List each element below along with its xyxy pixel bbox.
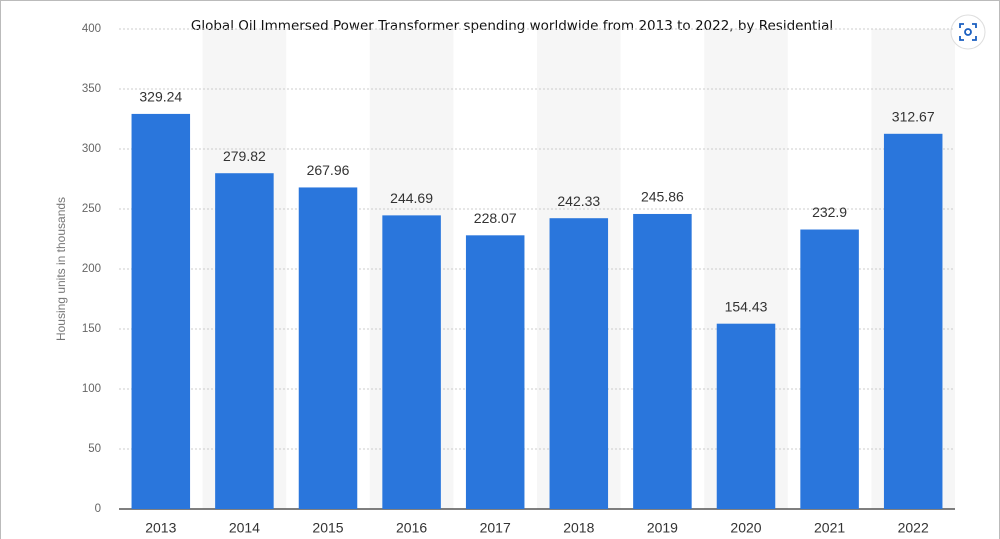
- y-tick-label: 100: [82, 383, 101, 395]
- x-tick-label: 2019: [647, 520, 678, 536]
- bar: [800, 229, 859, 509]
- data-label: 245.86: [641, 189, 684, 205]
- bar: [883, 133, 943, 509]
- x-tick-label: 2020: [730, 520, 761, 536]
- data-label: 242.33: [557, 193, 600, 209]
- data-label: 154.43: [725, 298, 768, 314]
- y-tick-label: 150: [82, 323, 101, 335]
- y-axis-label: Housing units in thousands: [54, 197, 68, 341]
- data-label: 279.82: [223, 148, 266, 164]
- x-tick-label: 2013: [145, 520, 176, 536]
- y-tick-label: 300: [82, 143, 101, 155]
- chart-title: Global Oil Immersed Power Transformer sp…: [191, 18, 833, 34]
- x-tick-label: 2016: [396, 520, 427, 536]
- bar: [633, 213, 692, 509]
- bar: [298, 187, 358, 509]
- data-label: 228.07: [474, 210, 517, 226]
- x-tick-label: 2021: [814, 520, 845, 536]
- screenshot-button[interactable]: [950, 14, 986, 50]
- x-tick-label: 2014: [229, 520, 260, 536]
- bar: [716, 323, 776, 509]
- y-tick-label: 0: [95, 503, 101, 515]
- bar: [131, 113, 191, 510]
- y-tick-label: 200: [82, 263, 101, 275]
- bar: [215, 173, 274, 509]
- x-tick-label: 2018: [563, 520, 594, 536]
- bar: [382, 215, 441, 509]
- data-label: 232.9: [812, 204, 847, 220]
- data-label: 244.69: [390, 190, 433, 206]
- y-tick-label: 400: [82, 23, 101, 35]
- data-label: 267.96: [307, 162, 350, 178]
- bar: [465, 235, 525, 510]
- x-tick-label: 2022: [898, 520, 929, 536]
- y-tick-label: 250: [82, 203, 101, 215]
- x-tick-label: 2017: [480, 520, 511, 536]
- y-tick-label: 50: [88, 443, 101, 455]
- bar: [549, 218, 609, 510]
- data-label: 312.67: [892, 108, 935, 124]
- y-tick-label: 350: [82, 83, 101, 95]
- data-label: 329.24: [139, 89, 182, 105]
- x-tick-label: 2015: [312, 520, 343, 536]
